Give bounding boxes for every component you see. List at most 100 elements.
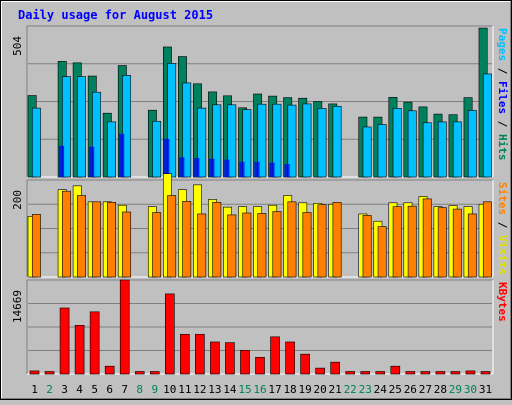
chart-title: Daily usage for August 2015	[18, 8, 213, 22]
hits-files-pages-bar-files	[179, 157, 185, 177]
kbytes-bar-kbytes	[195, 333, 205, 375]
hits-files-pages-bar-pages	[452, 121, 462, 178]
kbytes-bar-kbytes	[240, 349, 250, 375]
kbytes-bar-kbytes	[104, 365, 115, 375]
visits-sites-bar-sites	[302, 212, 312, 278]
visits-sites-bar-sites	[362, 215, 372, 278]
hits-files-pages-legend-part: /	[496, 114, 509, 134]
visits-sites-bar-sites	[392, 206, 402, 278]
hits-files-pages-bar-files	[164, 138, 170, 177]
visits-sites-bar-sites	[152, 212, 162, 278]
kbytes-bar-kbytes	[330, 361, 340, 375]
visits-sites-bar-sites	[467, 213, 477, 278]
visits-sites-bar-sites	[77, 195, 86, 278]
hits-files-pages-bar-pages	[242, 109, 252, 178]
kbytes-bar-kbytes	[465, 370, 476, 375]
visits-sites-bar-sites	[212, 202, 222, 278]
kbytes-bar-kbytes	[29, 370, 40, 375]
visits-sites-legend-part: /	[496, 215, 509, 235]
visits-sites-bar-sites	[31, 214, 41, 278]
visits-sites-bar-sites	[257, 213, 267, 278]
kbytes-bar-kbytes	[119, 279, 130, 375]
x-tick-label: 26	[404, 383, 417, 396]
visits-sites-bar-sites	[287, 201, 297, 278]
kbytes-bar-kbytes	[405, 371, 416, 375]
hits-files-pages-bar-pages	[332, 105, 342, 178]
hits-files-pages-legend-part: Pages	[496, 28, 509, 61]
hits-files-pages-bar-files	[194, 158, 200, 177]
kbytes-bar-kbytes	[300, 353, 310, 375]
hits-files-pages-bar-pages	[272, 103, 282, 178]
hits-files-pages-bar-files	[224, 159, 230, 177]
visits-sites-bar-sites	[482, 201, 492, 278]
kbytes-bar-kbytes	[375, 371, 386, 375]
hits-files-pages-bar-files	[209, 158, 215, 177]
kbytes-ymax-label: 14669	[11, 290, 24, 323]
kbytes-bar-kbytes	[450, 371, 461, 375]
kbytes-bar-kbytes	[480, 371, 491, 375]
hits-files-pages-legend-part: Hits	[496, 134, 509, 161]
x-tick-label: 13	[208, 383, 221, 396]
hits-files-pages-bar-files	[118, 133, 125, 177]
x-tick-label: 15	[238, 383, 251, 396]
x-tick-label: 22	[344, 383, 357, 396]
hits-files-pages-bar-pages	[77, 76, 86, 178]
x-tick-label: 19	[298, 383, 311, 396]
visits-sites-bar-sites	[272, 211, 282, 278]
x-tick-label: 24	[374, 383, 388, 396]
hits-files-pages-bar-pages	[437, 121, 447, 178]
kbytes-bar-kbytes	[164, 293, 175, 375]
kbytes-bar-kbytes	[89, 311, 100, 375]
x-tick-label: 1	[31, 383, 38, 396]
visits-sites-bar-sites	[377, 226, 387, 278]
visits-sites-bar-sites	[122, 211, 132, 278]
hits-files-pages-bar-pages	[152, 120, 162, 178]
hits-files-pages-bar-pages	[302, 103, 312, 178]
hits-files-pages-bar-files	[58, 145, 65, 177]
x-tick-label: 5	[91, 383, 98, 396]
hits-files-pages-series-legend: Pages / Files / Hits	[496, 28, 509, 161]
visits-sites-bar-sites	[422, 198, 432, 278]
hits-files-pages-bar-pages	[92, 91, 101, 178]
hits-files-pages-bar-pages	[467, 110, 477, 178]
hits-files-pages-bar-pages	[107, 121, 116, 178]
visits-sites-ymax-label: 200	[11, 190, 24, 210]
kbytes-bar-kbytes	[134, 371, 145, 375]
x-tick-label: 17	[268, 383, 281, 396]
x-tick-label: 9	[151, 383, 158, 396]
visits-sites-bar-sites	[407, 205, 417, 278]
hits-files-pages-bar-pages	[377, 124, 387, 178]
hits-files-pages-bar-pages	[62, 76, 71, 178]
x-tick-label: 16	[253, 383, 266, 396]
hits-files-pages-bar-pages	[407, 110, 417, 178]
hits-files-pages-bar-files	[254, 161, 260, 177]
x-tick-label: 29	[449, 383, 462, 396]
hits-files-pages-ymax-label: 504	[11, 36, 24, 56]
hits-files-pages-bar-files	[88, 146, 95, 177]
hits-files-pages-bar-pages	[212, 104, 222, 178]
hits-files-pages-legend-part: Files	[496, 81, 509, 114]
visits-sites-bar-sites	[332, 202, 342, 278]
x-tick-label: 28	[434, 383, 447, 396]
x-tick-label: 21	[329, 383, 342, 396]
kbytes-bar-kbytes	[270, 336, 280, 375]
visits-sites-bar-sites	[107, 202, 116, 278]
kbytes-bar-kbytes	[255, 357, 265, 375]
kbytes-bar-kbytes	[225, 342, 235, 375]
visits-sites-legend-part: Visits	[496, 235, 509, 275]
hits-files-pages-bar-pages	[257, 103, 267, 178]
kbytes-bar-kbytes	[285, 341, 295, 375]
x-tick-label: 14	[223, 383, 237, 396]
hits-files-pages-bar-pages	[122, 75, 132, 178]
visits-sites-bar-sites	[62, 190, 71, 278]
x-tick-label: 30	[464, 383, 477, 396]
x-tick-label: 25	[389, 383, 402, 396]
hits-files-pages-bar-pages	[197, 107, 207, 178]
x-tick-label: 8	[136, 383, 143, 396]
x-tick-label: 20	[314, 383, 327, 396]
kbytes-bar-kbytes	[315, 367, 325, 375]
kbytes-bar-kbytes	[149, 371, 160, 375]
hits-files-pages-bar-pages	[392, 108, 402, 178]
